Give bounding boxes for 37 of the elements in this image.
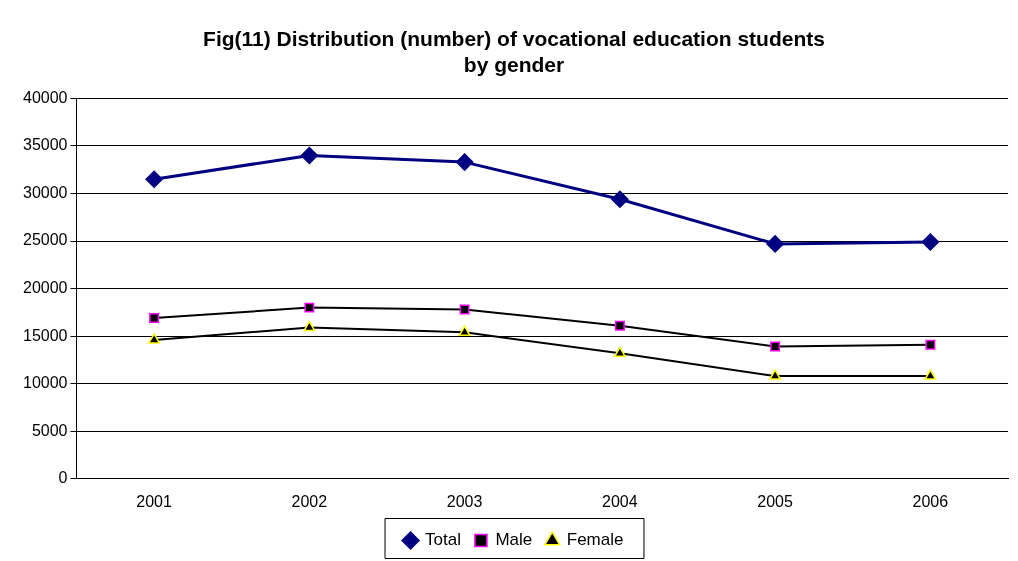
point bbox=[924, 369, 937, 380]
point bbox=[769, 369, 782, 380]
y-tick-label: 10000 bbox=[22, 374, 68, 392]
point bbox=[300, 146, 319, 165]
point bbox=[458, 325, 471, 337]
point bbox=[303, 320, 316, 332]
y-tick-label: 15000 bbox=[22, 326, 68, 344]
y-tick-label: 25000 bbox=[22, 231, 68, 249]
legend-label: Male bbox=[495, 530, 533, 550]
legend-label: Total bbox=[425, 530, 461, 550]
y-tick-label: 40000 bbox=[22, 88, 68, 106]
x-tick-label: 2005 bbox=[757, 492, 794, 510]
point bbox=[455, 153, 474, 171]
y-tick-label: 20000 bbox=[22, 279, 68, 297]
point bbox=[611, 190, 629, 208]
point bbox=[149, 313, 160, 324]
y-tick-label: 30000 bbox=[22, 183, 68, 201]
y-tick-label: 35000 bbox=[22, 136, 68, 154]
chart-title: Fig(11) Distribution (number) of vocational education students by gender bbox=[203, 27, 825, 76]
y-tick-label: 5000 bbox=[31, 421, 68, 439]
point bbox=[614, 320, 625, 331]
point bbox=[766, 235, 784, 253]
y-tick-label: 0 bbox=[58, 469, 68, 487]
point bbox=[770, 341, 781, 352]
x-tick-label: 2006 bbox=[912, 492, 949, 510]
point bbox=[145, 170, 163, 188]
point bbox=[459, 304, 470, 315]
point bbox=[921, 233, 940, 251]
point bbox=[925, 339, 936, 350]
point bbox=[148, 333, 161, 344]
x-tick-label: 2002 bbox=[291, 492, 328, 510]
x-tick-label: 2001 bbox=[136, 492, 173, 510]
x-tick-label: 2004 bbox=[602, 492, 638, 510]
legend-label: Female bbox=[566, 530, 624, 550]
point bbox=[304, 302, 315, 313]
x-tick-label: 2003 bbox=[446, 492, 483, 510]
point bbox=[613, 346, 626, 358]
